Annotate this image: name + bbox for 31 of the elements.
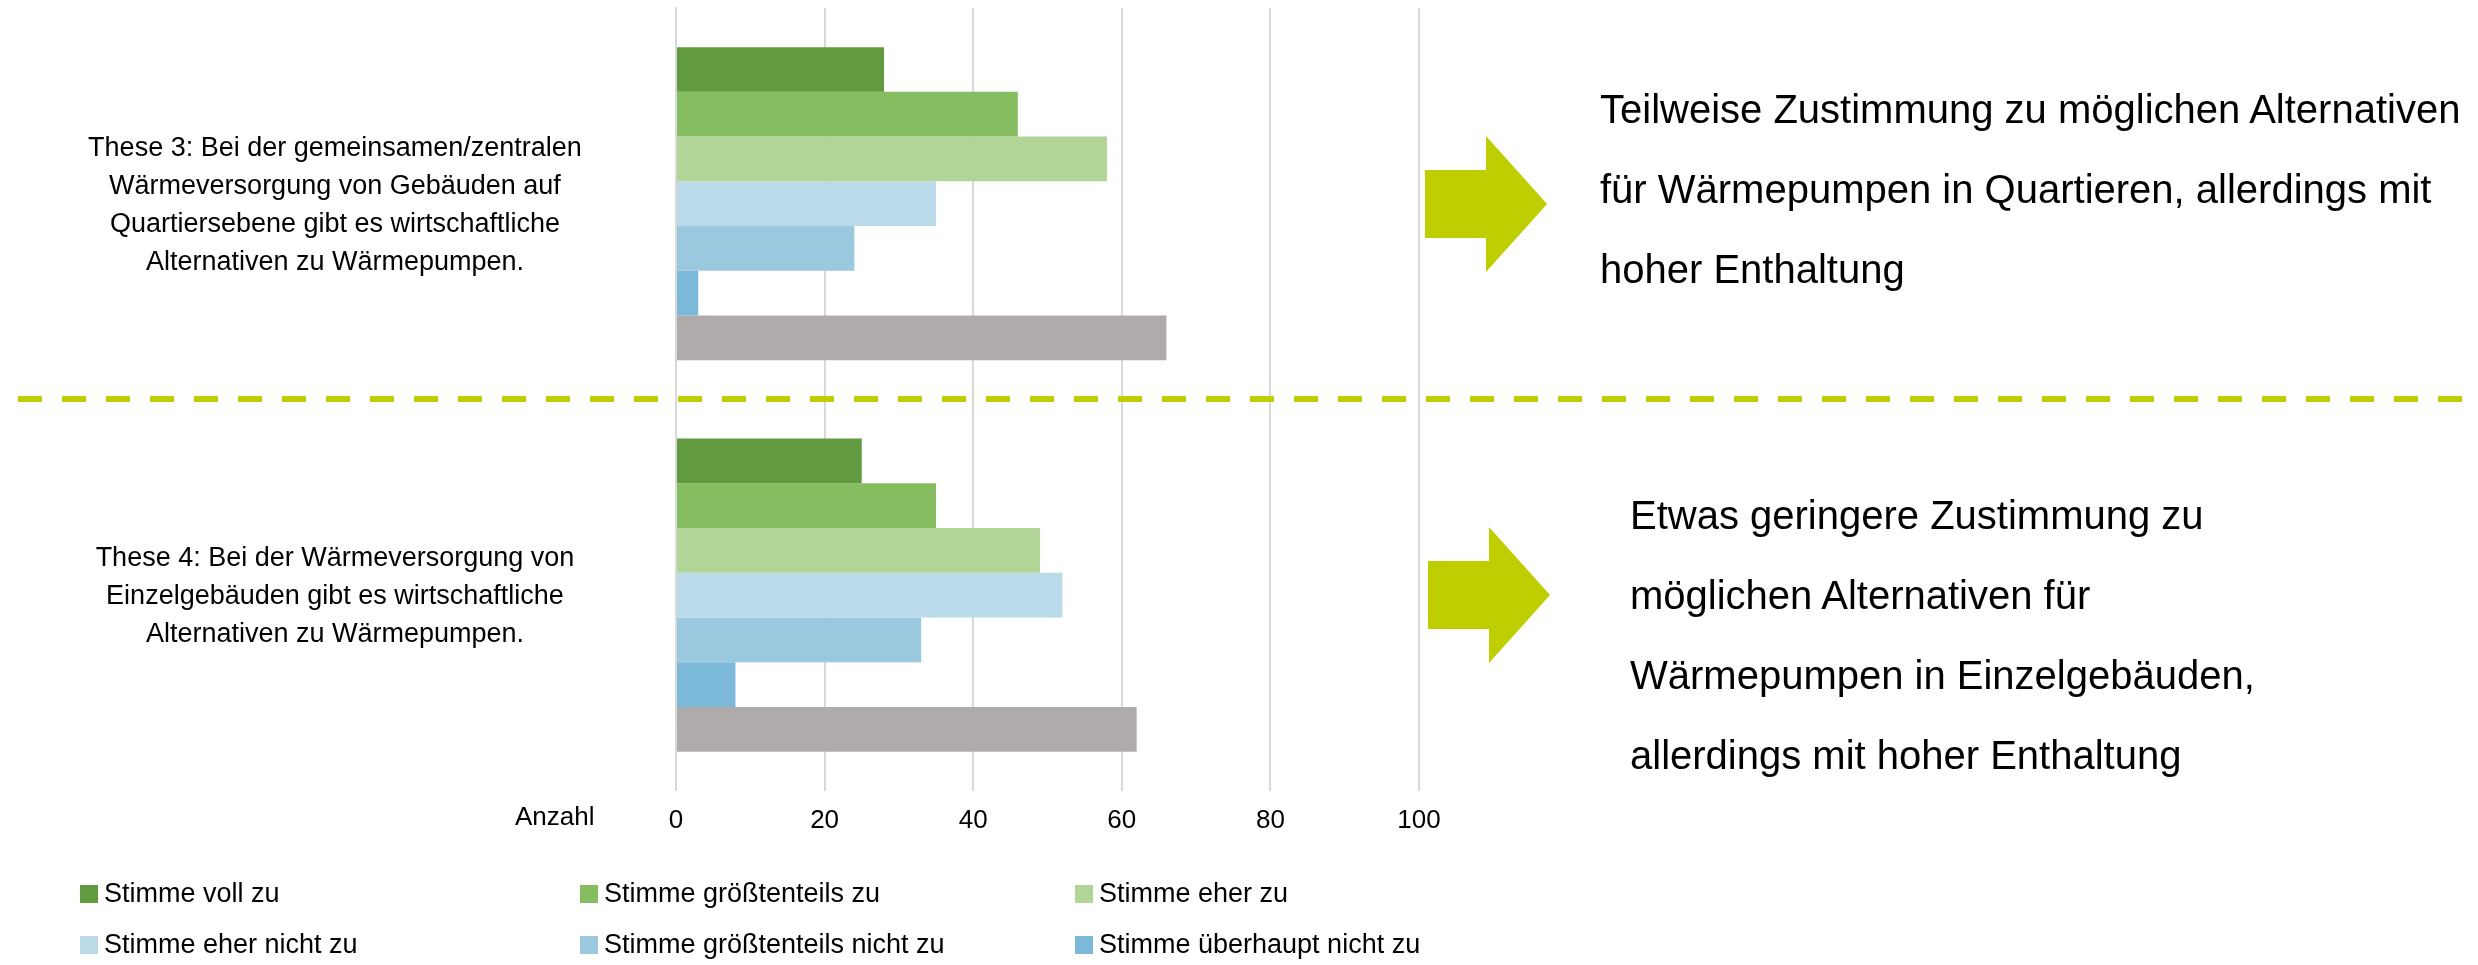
- x-axis-title: Anzahl: [515, 800, 595, 832]
- bar: [677, 91, 1018, 137]
- bar: [677, 483, 937, 528]
- bar: [677, 47, 885, 92]
- x-tick-label: 60: [1107, 803, 1137, 834]
- bar: [677, 181, 937, 227]
- bar: [677, 315, 1167, 361]
- x-tick-label: 20: [810, 803, 840, 834]
- y-tick-label: These 4: Bei der Wärmeversorgung von Einzelgebäuden gibt es wirtschaftliche Alternativen zu Wärmepumpen.: [94, 541, 576, 651]
- legend-label: Stimme eher nicht zu: [103, 929, 359, 960]
- y-tick-label: These 3: Bei der gemeinsamen/zentralen Wärmeversorgung von Gebäuden auf Quartiersebene gibt es wirtschaftliche Alternativen zu Wärmepumpen.: [87, 130, 583, 278]
- text: Teilweise Zustimmung zu möglichen Alternativen für Wärmepumpen in Quartieren, allerdings mit hoher Enthaltung: [1600, 85, 2462, 293]
- bar: [677, 136, 1107, 182]
- legend-label: Stimme eher zu: [1098, 878, 1290, 909]
- x-tick-label: 0: [668, 803, 684, 834]
- x-tick-label: 100: [1397, 803, 1441, 834]
- bar: [677, 270, 699, 316]
- bar: [677, 572, 1063, 618]
- bar: [677, 438, 862, 484]
- bar: [677, 528, 1041, 573]
- legend-label: Stimme größtenteils nicht zu: [603, 929, 946, 960]
- legend-label: Stimme überhaupt nicht zu: [1098, 929, 1422, 960]
- bar: [677, 226, 855, 271]
- legend-label: Stimme voll zu: [103, 878, 281, 909]
- bar: [677, 706, 1137, 752]
- bar: [677, 617, 922, 663]
- bar: [677, 662, 736, 707]
- x-tick-label: 80: [1255, 803, 1285, 834]
- x-tick-label: 40: [958, 803, 988, 834]
- text: Etwas geringere Zustimmung zu möglichen Alternativen für Wärmepumpen in Einzelgebäuden, allerdings mit hoher Enthaltung: [1630, 492, 2256, 780]
- legend-label: Stimme größtenteils zu: [603, 878, 882, 909]
